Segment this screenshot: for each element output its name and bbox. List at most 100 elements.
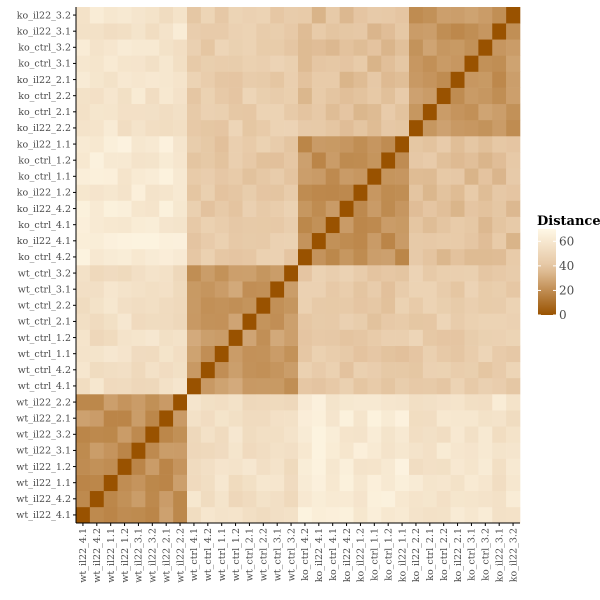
heatmap-cell	[117, 474, 132, 492]
heatmap-cell	[89, 410, 105, 427]
heatmap-cell	[436, 232, 451, 250]
x-tick-label: wt_il22_3.1	[134, 528, 145, 583]
heatmap-cell	[214, 7, 229, 24]
heatmap-cell	[159, 87, 174, 105]
heatmap-cell	[117, 458, 132, 475]
heatmap-cell	[311, 345, 327, 363]
heatmap-cell	[506, 168, 521, 185]
heatmap-cell	[242, 119, 257, 137]
heatmap-cell	[228, 55, 243, 72]
heatmap-cell	[478, 329, 493, 346]
heatmap-cell	[76, 7, 91, 24]
heatmap-cell	[353, 23, 368, 40]
heatmap-cell	[242, 329, 257, 346]
heatmap-cell	[145, 136, 160, 153]
heatmap-cell	[270, 490, 285, 508]
y-tick-label: wt_ctrl_1.2	[18, 333, 71, 344]
heatmap-cell	[506, 232, 521, 250]
heatmap-cell	[131, 200, 146, 217]
heatmap-cell	[214, 119, 229, 137]
heatmap-cell	[381, 265, 396, 282]
heatmap-cell	[478, 394, 493, 411]
heatmap-cell	[256, 200, 271, 217]
heatmap-cell	[187, 119, 202, 137]
heatmap-cell	[173, 474, 188, 492]
heatmap-cell	[89, 103, 105, 121]
heatmap-cell	[200, 184, 216, 201]
heatmap-cell	[409, 361, 424, 379]
heatmap-cell	[381, 168, 396, 185]
heatmap-cell	[506, 281, 521, 298]
heatmap-cell	[284, 281, 299, 298]
heatmap-cell	[450, 265, 465, 282]
heatmap-cell	[89, 442, 105, 459]
heatmap-cell	[492, 377, 507, 395]
heatmap-cell	[395, 136, 410, 153]
heatmap-cell	[187, 345, 202, 363]
heatmap-cell	[422, 39, 438, 56]
heatmap-cell	[436, 297, 451, 314]
heatmap-cell	[117, 71, 132, 88]
heatmap-cell	[422, 410, 438, 427]
heatmap-cell	[464, 119, 479, 137]
heatmap-cell	[298, 136, 313, 153]
heatmap-cell	[298, 103, 313, 121]
heatmap-cell	[325, 200, 340, 217]
heatmap-cell	[256, 168, 271, 185]
heatmap-cell	[409, 265, 424, 282]
y-tick-label: wt_ctrl_4.1	[18, 381, 71, 392]
heatmap-cell	[325, 442, 340, 459]
heatmap-cell	[464, 184, 479, 201]
heatmap-cell	[339, 216, 354, 234]
heatmap-cell	[422, 232, 438, 250]
heatmap-cell	[339, 184, 354, 201]
heatmap-cell	[228, 458, 243, 475]
heatmap-cell	[228, 216, 243, 234]
heatmap-cell	[478, 55, 493, 72]
heatmap-cell	[270, 426, 285, 443]
heatmap-cell	[409, 506, 424, 524]
heatmap-cell	[492, 329, 507, 346]
heatmap-cell	[145, 490, 160, 508]
heatmap-cell	[353, 39, 368, 56]
heatmap-cell	[200, 23, 216, 40]
heatmap-cell	[381, 119, 396, 137]
heatmap-cell	[173, 281, 188, 298]
heatmap-cell	[76, 442, 91, 459]
heatmap-cell	[76, 232, 91, 250]
heatmap-cell	[311, 474, 327, 492]
heatmap-cell	[422, 394, 438, 411]
heatmap-cell	[131, 329, 146, 346]
heatmap-cell	[89, 71, 105, 88]
heatmap-cell	[173, 87, 188, 105]
heatmap-cell	[367, 7, 382, 24]
heatmap-cell	[436, 168, 451, 185]
heatmap-cell	[422, 426, 438, 443]
heatmap-cell	[325, 265, 340, 282]
heatmap-cell	[256, 232, 271, 250]
heatmap-cell	[450, 410, 465, 427]
heatmap-cell	[145, 265, 160, 282]
heatmap-cell	[228, 329, 243, 346]
heatmap-cell	[284, 458, 299, 475]
heatmap-cell	[478, 474, 493, 492]
heatmap-cell	[381, 55, 396, 72]
heatmap-cell	[159, 329, 174, 346]
heatmap-cell	[436, 377, 451, 395]
heatmap-cell	[506, 71, 521, 88]
heatmap-cell	[89, 426, 105, 443]
heatmap-cell	[173, 377, 188, 395]
heatmap-cell	[270, 361, 285, 379]
heatmap-cell	[103, 200, 118, 217]
heatmap-cell	[256, 345, 271, 363]
heatmap-cell	[506, 103, 521, 121]
heatmap-cell	[270, 265, 285, 282]
heatmap-cell	[145, 377, 160, 395]
heatmap-cell	[214, 297, 229, 314]
heatmap-cell	[256, 281, 271, 298]
y-tick-label: ko_ctrl_3.1	[18, 59, 71, 70]
heatmap-cell	[131, 103, 146, 121]
heatmap-cell	[325, 23, 340, 40]
heatmap-cell	[242, 168, 257, 185]
heatmap-cell	[159, 394, 174, 411]
